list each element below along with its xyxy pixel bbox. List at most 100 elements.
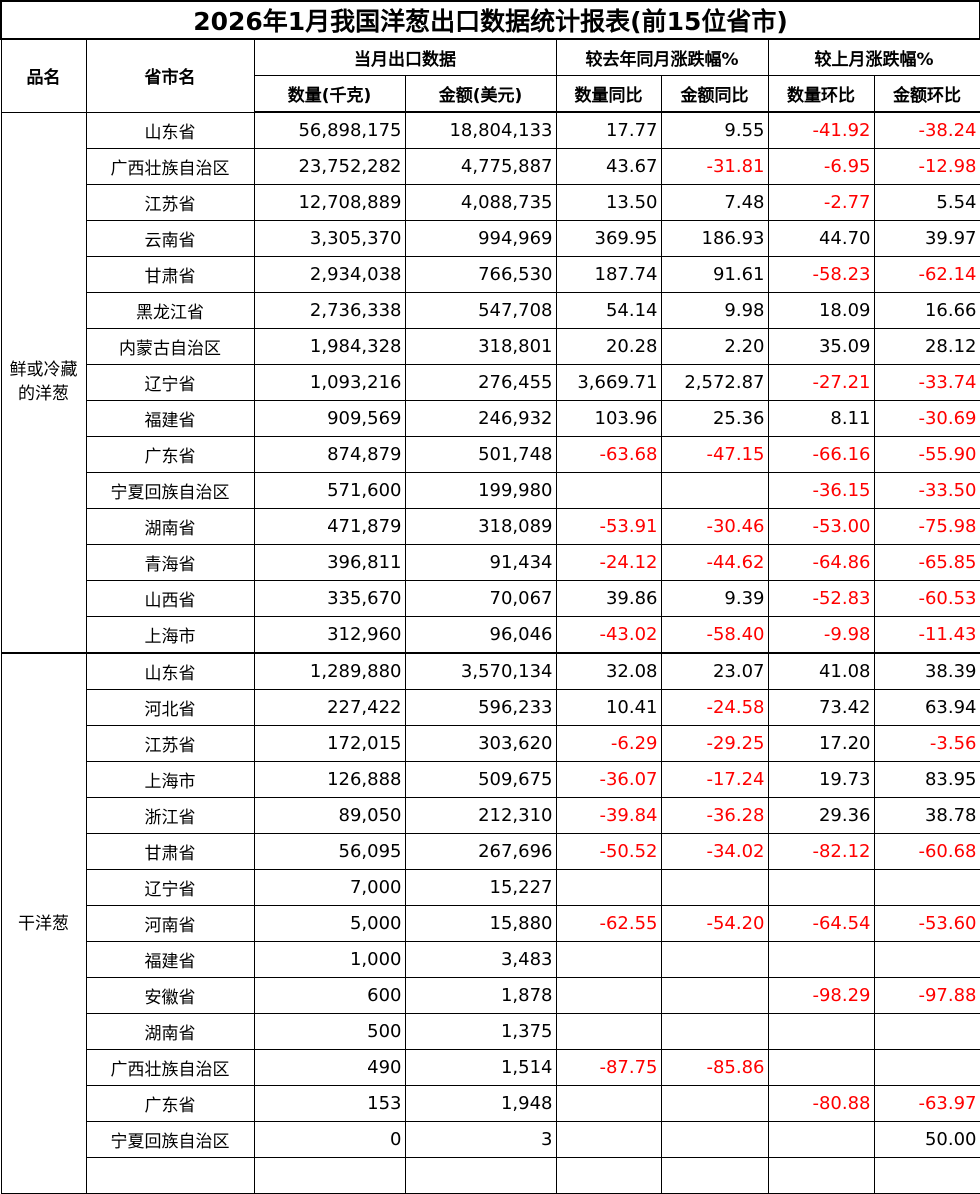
- value-cell: 1,514: [404, 1049, 557, 1086]
- value-cell: 318,089: [404, 508, 557, 545]
- value-cell: 63.94: [873, 689, 980, 726]
- province-cell: 辽宁省: [85, 869, 255, 906]
- header-yoy: 较去年同月涨跌幅%: [555, 38, 769, 76]
- value-cell: 2,572.87: [660, 364, 769, 401]
- province-cell: 青海省: [85, 544, 255, 581]
- province-cell: 山东省: [85, 111, 255, 149]
- value-cell: 12,708,889: [253, 184, 406, 221]
- value-cell: 596,233: [404, 689, 557, 726]
- value-cell: -24.58: [660, 689, 769, 726]
- value-cell: [660, 472, 769, 509]
- value-cell: -60.53: [873, 580, 980, 617]
- value-cell: -31.81: [660, 148, 769, 185]
- value-cell: 9.39: [660, 580, 769, 617]
- value-cell: -36.07: [555, 761, 662, 798]
- value-cell: -85.86: [660, 1049, 769, 1086]
- header-mom: 较上月涨跌幅%: [767, 38, 980, 76]
- province-cell: 山东省: [85, 652, 255, 690]
- table-row: 湖南省 471,879 318,089 -53.91 -30.46 -53.00 -75.9…: [1, 508, 980, 545]
- value-cell: -34.02: [660, 833, 769, 870]
- value-cell: 17.77: [555, 111, 662, 149]
- table-row: 宁夏回族自治区 571,600 199,980 -36.15 -33.50: [1, 472, 980, 509]
- value-cell: 369.95: [555, 220, 662, 257]
- value-cell: 500: [253, 1013, 406, 1050]
- table-row: 湖南省 500 1,375: [1, 1013, 980, 1050]
- value-cell: 23.07: [660, 652, 769, 690]
- province-cell: 广西壮族自治区: [85, 1049, 255, 1086]
- value-cell: [873, 869, 980, 906]
- province-cell: 黑龙江省: [85, 292, 255, 329]
- value-cell: -97.88: [873, 977, 980, 1014]
- header-current: 当月出口数据: [253, 38, 557, 76]
- value-cell: 1,878: [404, 977, 557, 1014]
- value-cell: 153: [253, 1085, 406, 1122]
- value-cell: -65.85: [873, 544, 980, 581]
- table-row: 山西省 335,670 70,067 39.86 9.39 -52.83 -60.53: [1, 580, 980, 617]
- value-cell: 91.61: [660, 256, 769, 293]
- product-category: 干洋葱: [0, 652, 87, 1194]
- province-cell: 江苏省: [85, 184, 255, 221]
- province-cell: 福建省: [85, 941, 255, 978]
- value-cell: 70,067: [404, 580, 557, 617]
- value-cell: -30.46: [660, 508, 769, 545]
- value-cell: 83.95: [873, 761, 980, 798]
- value-cell: 1,948: [404, 1085, 557, 1122]
- value-cell: -62.14: [873, 256, 980, 293]
- value-cell: 20.28: [555, 328, 662, 365]
- value-cell: 39.97: [873, 220, 980, 257]
- province-cell: 广西壮族自治区: [85, 148, 255, 185]
- table-row: 河南省 5,000 15,880 -62.55 -54.20 -64.54 -53.60: [1, 905, 980, 942]
- value-cell: -87.75: [555, 1049, 662, 1086]
- value-cell: -36.15: [767, 472, 875, 509]
- value-cell: -30.69: [873, 400, 980, 437]
- value-cell: 56,898,175: [253, 111, 406, 149]
- table-row: 上海市 312,960 96,046 -43.02 -58.40 -9.98 -11.43: [1, 616, 980, 654]
- value-cell: 212,310: [404, 797, 557, 834]
- table-row: 干洋葱 山东省 1,289,880 3,570,134 32.08 23.07 41.08 3…: [0, 652, 980, 1194]
- value-cell: 41.08: [767, 652, 875, 690]
- value-cell: 89,050: [253, 797, 406, 834]
- value-cell: 267,696: [404, 833, 557, 870]
- table-row: 江苏省 12,708,889 4,088,735 13.50 7.48 -2.77 5.54: [1, 184, 980, 221]
- value-cell: 396,811: [253, 544, 406, 581]
- header-qty-mom: 数量环比: [767, 75, 875, 113]
- value-cell: 3,483: [404, 941, 557, 978]
- table-row: 鲜或冷藏的洋葱 山东省 56,898,175 18,804,133 17.77 9.55-…: [0, 111, 980, 654]
- value-cell: [555, 869, 662, 906]
- value-cell: [404, 1157, 557, 1194]
- value-cell: 16.66: [873, 292, 980, 329]
- table-row: 内蒙古自治区 1,984,328 318,801 20.28 2.20 35.09 28.1…: [1, 328, 980, 365]
- table-row: 广东省 153 1,948 -80.88 -63.97: [1, 1085, 980, 1122]
- value-cell: 15,880: [404, 905, 557, 942]
- value-cell: 874,879: [253, 436, 406, 473]
- value-cell: 2,934,038: [253, 256, 406, 293]
- header-qty: 数量(千克): [253, 75, 406, 113]
- value-cell: -54.20: [660, 905, 769, 942]
- value-cell: 501,748: [404, 436, 557, 473]
- table-row: 黑龙江省 2,736,338 547,708 54.14 9.98 18.09 16.66: [1, 292, 980, 329]
- table-row: 甘肃省 2,934,038 766,530 187.74 91.61 -58.23 -62.…: [1, 256, 980, 293]
- value-cell: [555, 472, 662, 509]
- value-cell: 126,888: [253, 761, 406, 798]
- value-cell: [873, 1049, 980, 1086]
- province-cell: 上海市: [85, 761, 255, 798]
- province-cell: 山西省: [85, 580, 255, 617]
- province-cell: 湖南省: [85, 1013, 255, 1050]
- value-cell: [555, 1013, 662, 1050]
- table-row: 甘肃省 56,095 267,696 -50.52 -34.02 -82.12 -60.68: [1, 833, 980, 870]
- value-cell: 1,984,328: [253, 328, 406, 365]
- value-cell: 5.54: [873, 184, 980, 221]
- province-cell: 河南省: [85, 905, 255, 942]
- value-cell: [660, 1121, 769, 1158]
- header-province: 省市名: [85, 38, 255, 113]
- value-cell: 1,093,216: [253, 364, 406, 401]
- value-cell: -63.97: [873, 1085, 980, 1122]
- value-cell: -29.25: [660, 725, 769, 762]
- value-cell: [767, 1013, 875, 1050]
- value-cell: [555, 1121, 662, 1158]
- value-cell: -17.24: [660, 761, 769, 798]
- value-cell: 312,960: [253, 616, 406, 654]
- value-cell: 5,000: [253, 905, 406, 942]
- value-cell: 39.86: [555, 580, 662, 617]
- table-row: 上海市 126,888 509,675 -36.07 -17.24 19.73 83.95: [1, 761, 980, 798]
